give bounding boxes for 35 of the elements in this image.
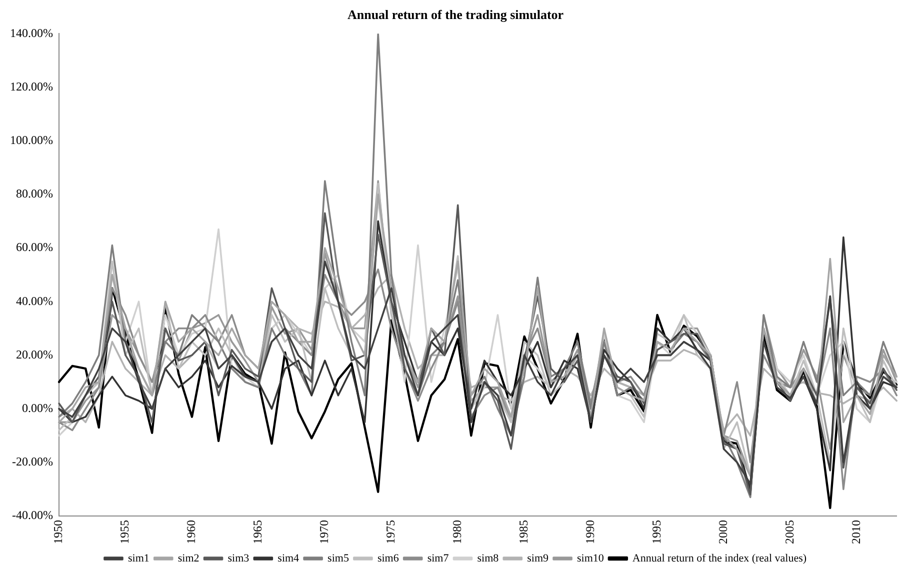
x-tick-label: 2010	[848, 520, 863, 544]
x-tick-label: 1980	[450, 520, 464, 544]
legend-label: sim4	[278, 552, 300, 564]
legend-label: Annual return of the index (real values)	[632, 552, 807, 564]
legend-label: sim6	[377, 552, 400, 564]
x-tick-label: 1985	[516, 520, 530, 544]
y-tick-label: 140.00%	[10, 26, 53, 40]
legend-label: sim9	[527, 552, 550, 564]
y-tick-label: -20.00%	[12, 454, 53, 469]
x-tick-label: 1955	[118, 520, 132, 544]
y-tick-label: 0.00%	[22, 400, 53, 415]
legend-label: sim2	[178, 552, 200, 564]
x-tick-label: 1960	[184, 520, 198, 544]
chart-title: Annual return of the trading simulator	[347, 7, 564, 22]
x-tick-label: 1965	[250, 520, 265, 544]
y-tick-label: 80.00%	[16, 186, 53, 201]
y-tick-label: -40.00%	[12, 508, 53, 522]
legend-label: sim10	[577, 552, 604, 564]
y-tick-label: 120.00%	[10, 79, 53, 94]
legend-label: sim7	[427, 552, 450, 564]
x-tick-label: 2005	[782, 520, 796, 544]
legend-label: sim5	[328, 552, 350, 564]
x-tick-label: 1995	[649, 520, 664, 544]
legend-label: sim3	[228, 552, 250, 564]
legend-label: sim8	[477, 552, 500, 564]
x-tick-label: 1990	[582, 520, 597, 544]
y-tick-label: 40.00%	[16, 294, 53, 308]
x-tick-label: 2000	[716, 520, 730, 544]
y-tick-label: 60.00%	[16, 240, 53, 254]
x-tick-label: 1975	[384, 520, 398, 544]
y-tick-label: 20.00%	[16, 347, 53, 362]
x-tick-label: 1970	[317, 520, 332, 544]
x-tick-label: 1950	[51, 520, 66, 544]
legend-label: sim1	[128, 552, 150, 564]
y-tick-label: 100.00%	[10, 132, 53, 147]
